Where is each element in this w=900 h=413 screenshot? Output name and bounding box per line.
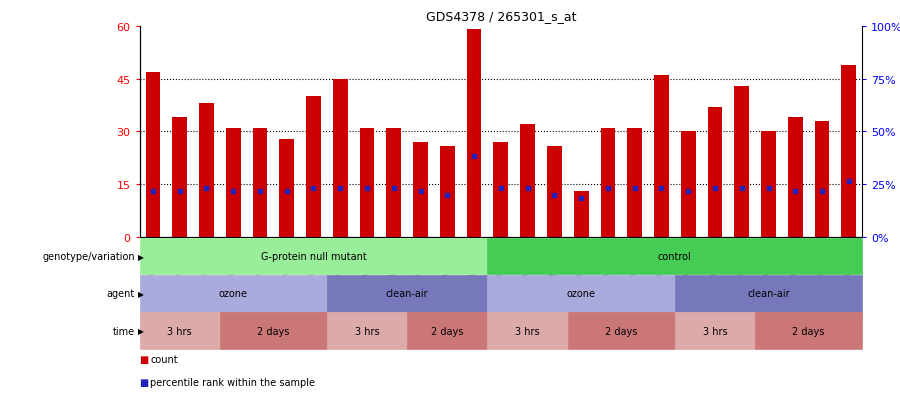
- Bar: [467, 30, 482, 237]
- Bar: [279, 139, 294, 237]
- Bar: [333, 79, 347, 237]
- Text: 2 days: 2 days: [257, 326, 290, 336]
- Text: control: control: [658, 252, 692, 261]
- Text: clean-air: clean-air: [386, 289, 428, 299]
- Bar: [306, 97, 320, 237]
- Text: 2 days: 2 days: [793, 326, 825, 336]
- Bar: [654, 76, 669, 237]
- Bar: [440, 146, 454, 237]
- Bar: [520, 125, 535, 237]
- Text: ▶: ▶: [138, 252, 144, 261]
- Bar: [600, 128, 616, 237]
- Bar: [386, 128, 401, 237]
- Text: percentile rank within the sample: percentile rank within the sample: [150, 377, 315, 387]
- Bar: [574, 192, 589, 237]
- Text: time: time: [112, 326, 135, 336]
- Text: ■: ■: [140, 354, 148, 364]
- Bar: [814, 121, 830, 237]
- Bar: [493, 143, 508, 237]
- Text: G-protein null mutant: G-protein null mutant: [261, 252, 366, 261]
- Bar: [547, 146, 562, 237]
- Text: agent: agent: [107, 289, 135, 299]
- Text: count: count: [150, 354, 178, 364]
- Bar: [172, 118, 187, 237]
- Text: 3 hrs: 3 hrs: [516, 326, 540, 336]
- Bar: [788, 118, 803, 237]
- Bar: [761, 132, 776, 237]
- Text: clean-air: clean-air: [747, 289, 790, 299]
- Text: 3 hrs: 3 hrs: [167, 326, 192, 336]
- Text: 3 hrs: 3 hrs: [355, 326, 379, 336]
- Text: GDS4378 / 265301_s_at: GDS4378 / 265301_s_at: [426, 10, 576, 23]
- Bar: [707, 107, 723, 237]
- Text: ▶: ▶: [138, 289, 144, 298]
- Bar: [842, 65, 856, 237]
- Bar: [627, 128, 642, 237]
- Bar: [253, 128, 267, 237]
- Bar: [226, 128, 240, 237]
- Text: 3 hrs: 3 hrs: [703, 326, 727, 336]
- Bar: [199, 104, 214, 237]
- Bar: [146, 73, 160, 237]
- Text: ▶: ▶: [138, 326, 144, 335]
- Text: ozone: ozone: [567, 289, 596, 299]
- Text: 2 days: 2 days: [431, 326, 464, 336]
- Text: genotype/variation: genotype/variation: [42, 252, 135, 261]
- Bar: [734, 87, 749, 237]
- Bar: [360, 128, 374, 237]
- Text: 2 days: 2 days: [605, 326, 637, 336]
- Bar: [413, 143, 428, 237]
- Text: ■: ■: [140, 377, 148, 387]
- Text: ozone: ozone: [219, 289, 248, 299]
- Bar: [681, 132, 696, 237]
